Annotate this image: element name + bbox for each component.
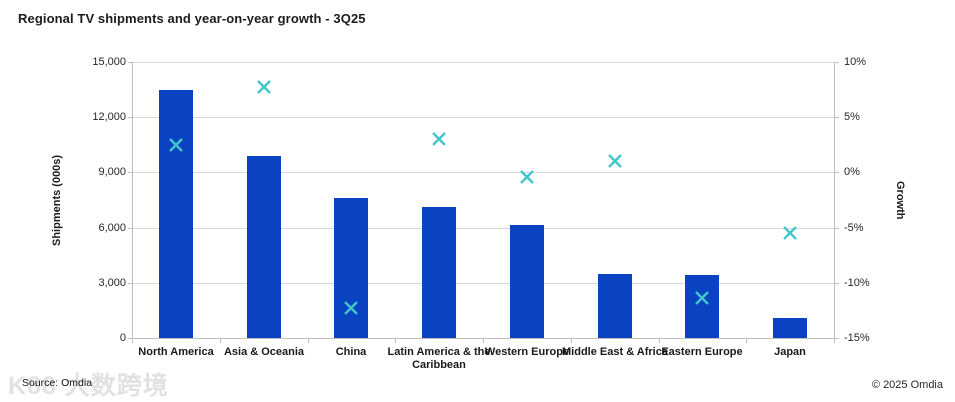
y-axis-tick-label-right: -15%	[844, 332, 870, 344]
shipments-bar	[422, 207, 456, 338]
growth-marker-icon	[694, 290, 710, 306]
category-label: Asia & Oceania	[223, 346, 305, 358]
growth-marker-icon	[782, 225, 798, 241]
category-label: Japan	[774, 346, 806, 358]
gridline	[132, 283, 834, 284]
y-axis-tick-mark-right	[835, 283, 839, 284]
shipments-bar	[773, 318, 807, 338]
x-axis-tick-mark	[132, 338, 133, 343]
shipments-bar	[510, 225, 544, 338]
shipments-bar	[334, 198, 368, 338]
x-axis-tick-mark	[746, 338, 747, 343]
gridline	[132, 172, 834, 173]
source-note: Source: Omdia	[22, 377, 93, 389]
growth-marker-icon	[431, 131, 447, 147]
y-axis-tick-label-right: 5%	[844, 111, 860, 123]
y-axis-tick-label-left: 3,000	[98, 277, 126, 289]
x-axis-tick-mark	[483, 338, 484, 343]
right-axis-title: Growth	[894, 180, 906, 220]
growth-marker-icon	[256, 79, 272, 95]
x-axis-tick-mark	[659, 338, 660, 343]
x-axis-tick-mark	[220, 338, 221, 343]
growth-marker-icon	[343, 300, 359, 316]
y-axis-tick-mark-right	[835, 228, 839, 229]
y-axis-tick-mark-right	[835, 117, 839, 118]
y-axis-tick-mark-left	[128, 338, 132, 339]
y-axis-tick-label-left: 6,000	[98, 222, 126, 234]
y-axis-tick-label-left: 12,000	[92, 111, 126, 123]
y-axis-tick-mark-left	[128, 283, 132, 284]
y-axis-tick-mark-left	[128, 228, 132, 229]
category-label: China	[335, 346, 367, 358]
x-axis-tick-mark	[395, 338, 396, 343]
gridline	[132, 117, 834, 118]
x-axis-tick-mark	[308, 338, 309, 343]
y-axis-tick-label-right: 10%	[844, 56, 867, 68]
gridline	[132, 62, 834, 63]
copyright-note: © 2025 Omdia	[871, 379, 943, 391]
category-label: Latin America & the Caribbean	[387, 346, 491, 371]
y-axis-line-right	[834, 62, 835, 339]
y-axis-tick-label-right: 0%	[844, 166, 860, 178]
y-axis-tick-label-left: 15,000	[92, 56, 126, 68]
chart-title: Regional TV shipments and year-on-year g…	[18, 11, 366, 26]
y-axis-tick-mark-left	[128, 62, 132, 63]
shipments-bar	[598, 274, 632, 338]
gridline	[132, 228, 834, 229]
y-axis-tick-mark-left	[128, 172, 132, 173]
shipments-bar	[159, 90, 193, 338]
category-label: Western Europe	[484, 346, 570, 358]
category-label: Middle East & Africa	[562, 346, 668, 358]
growth-marker-icon	[519, 169, 535, 185]
y-axis-tick-mark-left	[128, 117, 132, 118]
y-axis-tick-mark-right	[835, 172, 839, 173]
growth-marker-icon	[168, 137, 184, 153]
y-axis-tick-mark-right	[835, 338, 839, 339]
y-axis-tick-mark-right	[835, 62, 839, 63]
y-axis-tick-label-right: -10%	[844, 277, 870, 289]
x-axis-tick-mark	[571, 338, 572, 343]
shipments-bar	[247, 156, 281, 338]
growth-marker-icon	[607, 153, 623, 169]
category-label: North America	[138, 346, 214, 358]
x-axis-tick-mark	[834, 338, 835, 343]
y-axis-line-left	[132, 62, 133, 339]
y-axis-tick-label-right: -5%	[844, 222, 864, 234]
shipments-bar	[685, 275, 719, 338]
watermark-logo: K88 大数跨境	[8, 372, 169, 400]
category-label: Eastern Europe	[661, 346, 743, 358]
y-axis-tick-label-left: 0	[119, 332, 126, 344]
y-axis-tick-label-left: 9,000	[98, 166, 126, 178]
left-axis-title: Shipments (000s)	[51, 154, 63, 246]
